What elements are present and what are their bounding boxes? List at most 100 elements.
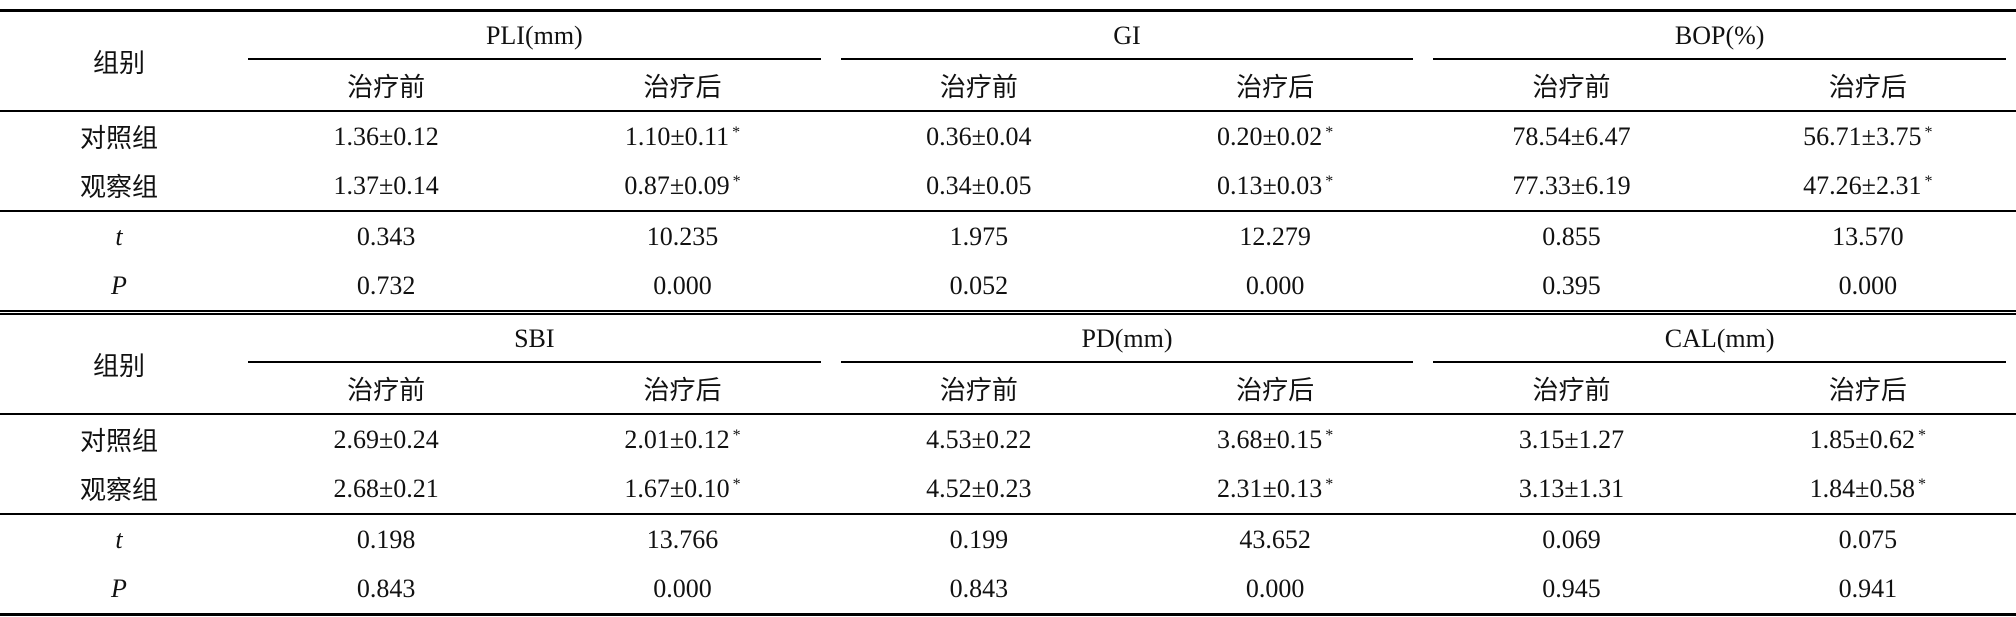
subheader: 治疗后 — [534, 61, 831, 112]
cell: 0.000 — [1126, 564, 1424, 616]
cell: 0.000 — [1126, 261, 1424, 315]
page: 组别 PLI(mm) GI BOP(%) 治疗前 治疗后 治疗前 治疗后 治疗前 治疗后 对照组 1.… — [0, 9, 2016, 617]
cell: 1.84±0.58 * — [1719, 464, 2016, 515]
significance-mark: * — [1917, 426, 1926, 444]
cell: 0.343 — [356, 221, 416, 251]
significance-mark: * — [1924, 172, 1933, 190]
cell: 0.000 — [1719, 261, 2016, 315]
row-label: 观察组 — [0, 161, 238, 212]
cell: 4.53±0.22 — [926, 424, 1032, 454]
subheader: 治疗前 — [830, 61, 1127, 112]
cell: 2.31±0.13 * — [1126, 464, 1424, 515]
row-label: 对照组 — [79, 124, 158, 153]
cell: 0.069 — [1542, 524, 1601, 554]
group-header-text: PD(mm) — [840, 317, 1414, 363]
group-label: 组别 — [0, 9, 238, 112]
group-header-text: PLI(mm) — [248, 14, 821, 60]
cell: 0.855 — [1542, 221, 1601, 251]
subheader: 治疗前 — [238, 61, 535, 112]
subheader: 治疗后 — [1126, 61, 1424, 112]
significance-mark: * — [1325, 475, 1334, 493]
subheader: 治疗后 — [1719, 61, 2016, 112]
cell: 2.68±0.21 — [238, 464, 535, 515]
significance-mark: * — [1325, 123, 1334, 141]
cell: 10.235 — [646, 221, 719, 251]
cell: 0.199 — [949, 524, 1009, 554]
subheader-row: 治疗前 治疗后 治疗前 治疗后 治疗前 治疗后 — [0, 364, 2016, 415]
cell: 0.20±0.02 * — [1217, 121, 1334, 151]
significance-mark: * — [1917, 475, 1926, 493]
cell: 1.975 — [949, 221, 1009, 251]
group-header-text: GI — [840, 14, 1414, 60]
data-row: P 0.843 0.000 0.843 0.000 0.945 0.941 — [0, 564, 2016, 616]
cell: 1.37±0.14 — [238, 161, 535, 212]
cell: 13.766 — [646, 524, 719, 554]
cell: 12.279 — [1239, 221, 1311, 251]
cell: 0.941 — [1719, 564, 2016, 616]
cell: 0.198 — [356, 524, 416, 554]
cell: 3.15±1.27 — [1518, 424, 1625, 454]
data-row: t 0.343 10.235 1.975 12.279 0.855 13.570 — [0, 211, 2016, 261]
data-row: 对照组 1.36±0.12 1.10±0.11 * 0.36±0.04 0.20±0.02… — [0, 111, 2016, 161]
subheader: 治疗前 — [830, 364, 1127, 415]
data-row: 对照组 2.69±0.24 2.01±0.12 * 4.53±0.22 3.68±0.15… — [0, 414, 2016, 464]
group-header-text: BOP(%) — [1433, 14, 2006, 60]
data-row: 观察组 1.37±0.14 0.87±0.09 * 0.34±0.05 0.13±0.03… — [0, 161, 2016, 212]
cell: 3.13±1.31 — [1423, 464, 1720, 515]
subheader: 治疗后 — [1719, 364, 2016, 415]
cell: 0.36±0.04 — [926, 121, 1032, 151]
group-header-text: CAL(mm) — [1433, 317, 2006, 363]
group-header: GI — [830, 9, 1424, 61]
row-label: 观察组 — [0, 464, 238, 515]
cell: 0.87±0.09 * — [534, 161, 831, 212]
cell: 77.33±6.19 — [1423, 161, 1720, 212]
cell: 43.652 — [1239, 524, 1311, 554]
significance-mark: * — [732, 475, 741, 493]
group-header: BOP(%) — [1423, 9, 2016, 61]
data-row: P 0.732 0.000 0.052 0.000 0.395 0.000 — [0, 261, 2016, 315]
header-row: 组别 SBI PD(mm) CAL(mm) — [0, 311, 2016, 415]
cell: 1.85±0.62 * — [1809, 424, 1926, 454]
significance-mark: * — [732, 172, 741, 190]
subheader: 治疗前 — [1423, 61, 1720, 112]
subheader: 治疗后 — [534, 364, 831, 415]
cell: 0.843 — [830, 564, 1127, 616]
subheader: 治疗后 — [1126, 364, 1424, 415]
cell: 0.075 — [1838, 524, 1898, 554]
results-table: 组别 PLI(mm) GI BOP(%) 治疗前 治疗后 治疗前 治疗后 治疗前 治疗后 对照组 1.… — [0, 9, 2016, 616]
cell: 0.395 — [1423, 261, 1720, 315]
group-header-text: SBI — [248, 317, 821, 363]
cell: 0.13±0.03 * — [1126, 161, 1424, 212]
group-header: PD(mm) — [830, 311, 1424, 364]
cell: 2.69±0.24 — [333, 424, 439, 454]
row-label: 对照组 — [79, 427, 158, 456]
group-header: PLI(mm) — [238, 9, 831, 61]
cell: 47.26±2.31 * — [1719, 161, 2016, 212]
data-row: t 0.198 13.766 0.199 43.652 0.069 0.075 — [0, 514, 2016, 564]
significance-mark: * — [732, 123, 741, 141]
cell: 0.052 — [830, 261, 1127, 315]
cell: 0.34±0.05 — [830, 161, 1127, 212]
data-row: 观察组 2.68±0.21 1.67±0.10 * 4.52±0.23 2.31±0.13… — [0, 464, 2016, 515]
cell: 1.10±0.11 * — [624, 121, 741, 151]
group-header: CAL(mm) — [1423, 311, 2016, 364]
row-label: t — [115, 524, 123, 554]
cell: 13.570 — [1832, 221, 1904, 251]
header-row: 组别 PLI(mm) GI BOP(%) — [0, 9, 2016, 112]
cell: 3.68±0.15 * — [1217, 424, 1334, 454]
row-label: t — [115, 221, 123, 251]
cell: 1.67±0.10 * — [534, 464, 831, 515]
subheader: 治疗前 — [1423, 364, 1720, 415]
significance-mark: * — [1924, 123, 1933, 141]
cell: 56.71±3.75 * — [1803, 121, 1933, 151]
table-block: 组别 PLI(mm) GI BOP(%) 治疗前 治疗后 治疗前 治疗后 治疗前 治疗后 对照组 1.… — [0, 9, 2016, 315]
cell: 0.000 — [534, 564, 831, 616]
group-header: SBI — [238, 311, 831, 364]
row-label: P — [0, 261, 238, 315]
row-label: P — [0, 564, 238, 616]
significance-mark: * — [1325, 172, 1334, 190]
subheader-row: 治疗前 治疗后 治疗前 治疗后 治疗前 治疗后 — [0, 61, 2016, 112]
significance-mark: * — [732, 426, 741, 444]
cell: 0.945 — [1423, 564, 1720, 616]
cell: 0.843 — [238, 564, 535, 616]
